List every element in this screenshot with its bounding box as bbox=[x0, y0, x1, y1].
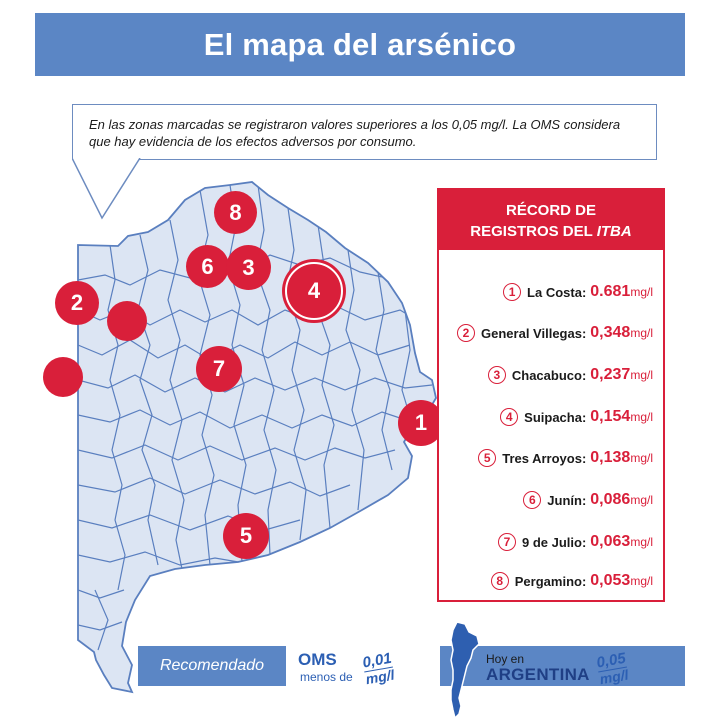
record-header-line2: REGISTROS DEL bbox=[470, 223, 593, 240]
record-row: 4 Suipacha: 0,154 mg/l bbox=[500, 405, 653, 429]
record-header-itba: ITBA bbox=[596, 223, 632, 240]
callout-text: En las zonas marcadas se registraron val… bbox=[89, 117, 621, 149]
record-header-line1: RÉCORD DE bbox=[505, 202, 596, 219]
record-value: 0,138 bbox=[590, 449, 631, 466]
buenos-aires-province-map bbox=[77, 181, 437, 693]
record-unit: mg/l bbox=[630, 410, 653, 424]
callout-tail bbox=[72, 158, 141, 220]
argentina-map-icon bbox=[450, 621, 480, 720]
record-place: Junín: bbox=[547, 492, 587, 508]
record-value: 0,063 bbox=[590, 533, 631, 550]
record-row: 8 Pergamino: 0,053 mg/l bbox=[490, 569, 653, 593]
record-row: 5 Tres Arroyos: 0,138 mg/l bbox=[478, 446, 653, 470]
record-number: 4 bbox=[500, 408, 519, 426]
map-marker-3[interactable]: 3 bbox=[226, 245, 271, 290]
record-row: 1 La Costa: 0.681 mg/l bbox=[503, 280, 653, 304]
map-marker-6[interactable]: 6 bbox=[186, 245, 229, 288]
map-marker-1[interactable]: 1 bbox=[398, 400, 444, 446]
recomendado-bar: Recomendado bbox=[138, 646, 286, 686]
map-marker-unlabeled-b[interactable] bbox=[43, 357, 83, 397]
argentina-bar bbox=[440, 646, 685, 686]
argentina-limit-value: 0,05 mg/l bbox=[595, 650, 630, 687]
callout-box: En las zonas marcadas se registraron val… bbox=[72, 104, 657, 160]
argentina-label: ARGENTINA bbox=[486, 665, 590, 684]
record-place: Suipacha: bbox=[524, 409, 587, 425]
record-place: La Costa: bbox=[527, 284, 587, 300]
record-value: 0,086 bbox=[590, 491, 631, 508]
map-marker-unlabeled-a[interactable] bbox=[107, 301, 147, 341]
record-number: 5 bbox=[478, 449, 497, 467]
record-row: 6 Junín: 0,086 mg/l bbox=[523, 488, 653, 512]
record-number: 6 bbox=[523, 491, 542, 509]
record-unit: mg/l bbox=[630, 451, 653, 465]
record-value: 0.681 bbox=[590, 283, 631, 300]
record-list: 1 La Costa: 0.681 mg/l 2 General Villega… bbox=[437, 250, 665, 602]
hoy-en-label: Hoy en bbox=[486, 652, 525, 666]
title-bar: El mapa del arsénico bbox=[35, 13, 685, 76]
record-number: 7 bbox=[497, 533, 516, 551]
recomendado-label: Recomendado bbox=[159, 657, 265, 674]
map-marker-5[interactable]: 5 bbox=[223, 513, 269, 559]
record-unit: mg/l bbox=[630, 326, 653, 340]
record-row: 3 Chacabuco: 0,237 mg/l bbox=[487, 363, 653, 387]
record-number: 3 bbox=[487, 366, 506, 384]
record-place: General Villegas: bbox=[481, 325, 587, 341]
record-unit: mg/l bbox=[630, 285, 653, 299]
oms-limit-value: 0,01 mg/l bbox=[361, 650, 396, 687]
record-place: Pergamino: bbox=[514, 573, 587, 589]
record-unit: mg/l bbox=[630, 535, 653, 549]
record-unit: mg/l bbox=[630, 493, 653, 507]
oms-label: OMS bbox=[298, 650, 337, 669]
record-row: 2 General Villegas: 0,348 mg/l bbox=[457, 321, 653, 345]
record-value: 0,053 bbox=[590, 572, 631, 589]
record-value: 0,348 bbox=[590, 324, 631, 341]
record-row: 7 9 de Julio: 0,063 mg/l bbox=[497, 530, 653, 554]
record-header: RÉCORD DE REGISTROS DEL ITBA bbox=[437, 188, 665, 250]
page-title: El mapa del arsénico bbox=[203, 26, 517, 62]
record-place: Chacabuco: bbox=[511, 367, 587, 383]
map-marker-4[interactable]: 4 bbox=[285, 262, 343, 320]
record-place: Tres Arroyos: bbox=[502, 450, 587, 466]
map-marker-8[interactable]: 8 bbox=[214, 191, 257, 234]
record-number: 2 bbox=[457, 324, 476, 342]
record-number: 8 bbox=[490, 572, 509, 590]
record-value: 0,154 bbox=[590, 408, 631, 425]
menos-de-label: menos de bbox=[300, 670, 353, 684]
record-value: 0,237 bbox=[590, 366, 631, 383]
oms-block: OMS menos de bbox=[298, 651, 353, 684]
record-place: 9 de Julio: bbox=[521, 534, 587, 550]
record-unit: mg/l bbox=[630, 368, 653, 382]
record-unit: mg/l bbox=[630, 574, 653, 588]
record-number: 1 bbox=[503, 283, 522, 301]
map-marker-7[interactable]: 7 bbox=[196, 346, 242, 392]
map-marker-2[interactable]: 2 bbox=[55, 281, 99, 325]
